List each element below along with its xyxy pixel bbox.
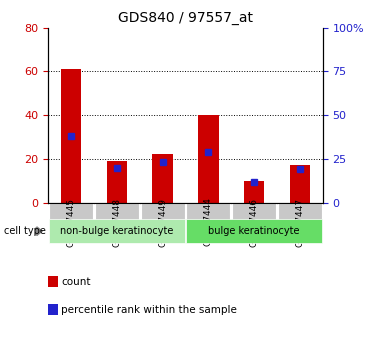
Bar — [49, 203, 93, 242]
Bar — [290, 165, 310, 203]
Text: bulge keratinocyte: bulge keratinocyte — [209, 226, 300, 236]
Bar — [95, 203, 139, 242]
Title: GDS840 / 97557_at: GDS840 / 97557_at — [118, 11, 253, 25]
Text: GSM17449: GSM17449 — [158, 198, 167, 247]
Text: non-bulge keratinocyte: non-bulge keratinocyte — [60, 226, 174, 236]
Text: cell type: cell type — [4, 226, 46, 236]
Text: GSM17448: GSM17448 — [112, 198, 121, 247]
Text: percentile rank within the sample: percentile rank within the sample — [61, 305, 237, 315]
Text: count: count — [61, 277, 91, 287]
Bar — [152, 155, 173, 203]
Bar — [61, 69, 81, 203]
Bar — [278, 203, 322, 242]
Bar — [186, 203, 230, 242]
Bar — [198, 115, 219, 203]
Bar — [106, 161, 127, 203]
Bar — [244, 181, 265, 203]
Text: GSM17446: GSM17446 — [250, 198, 259, 247]
Text: GSM17444: GSM17444 — [204, 198, 213, 246]
Text: GSM17447: GSM17447 — [295, 198, 304, 247]
Text: GSM17445: GSM17445 — [67, 198, 76, 247]
Bar — [232, 203, 276, 242]
Bar — [141, 203, 185, 242]
